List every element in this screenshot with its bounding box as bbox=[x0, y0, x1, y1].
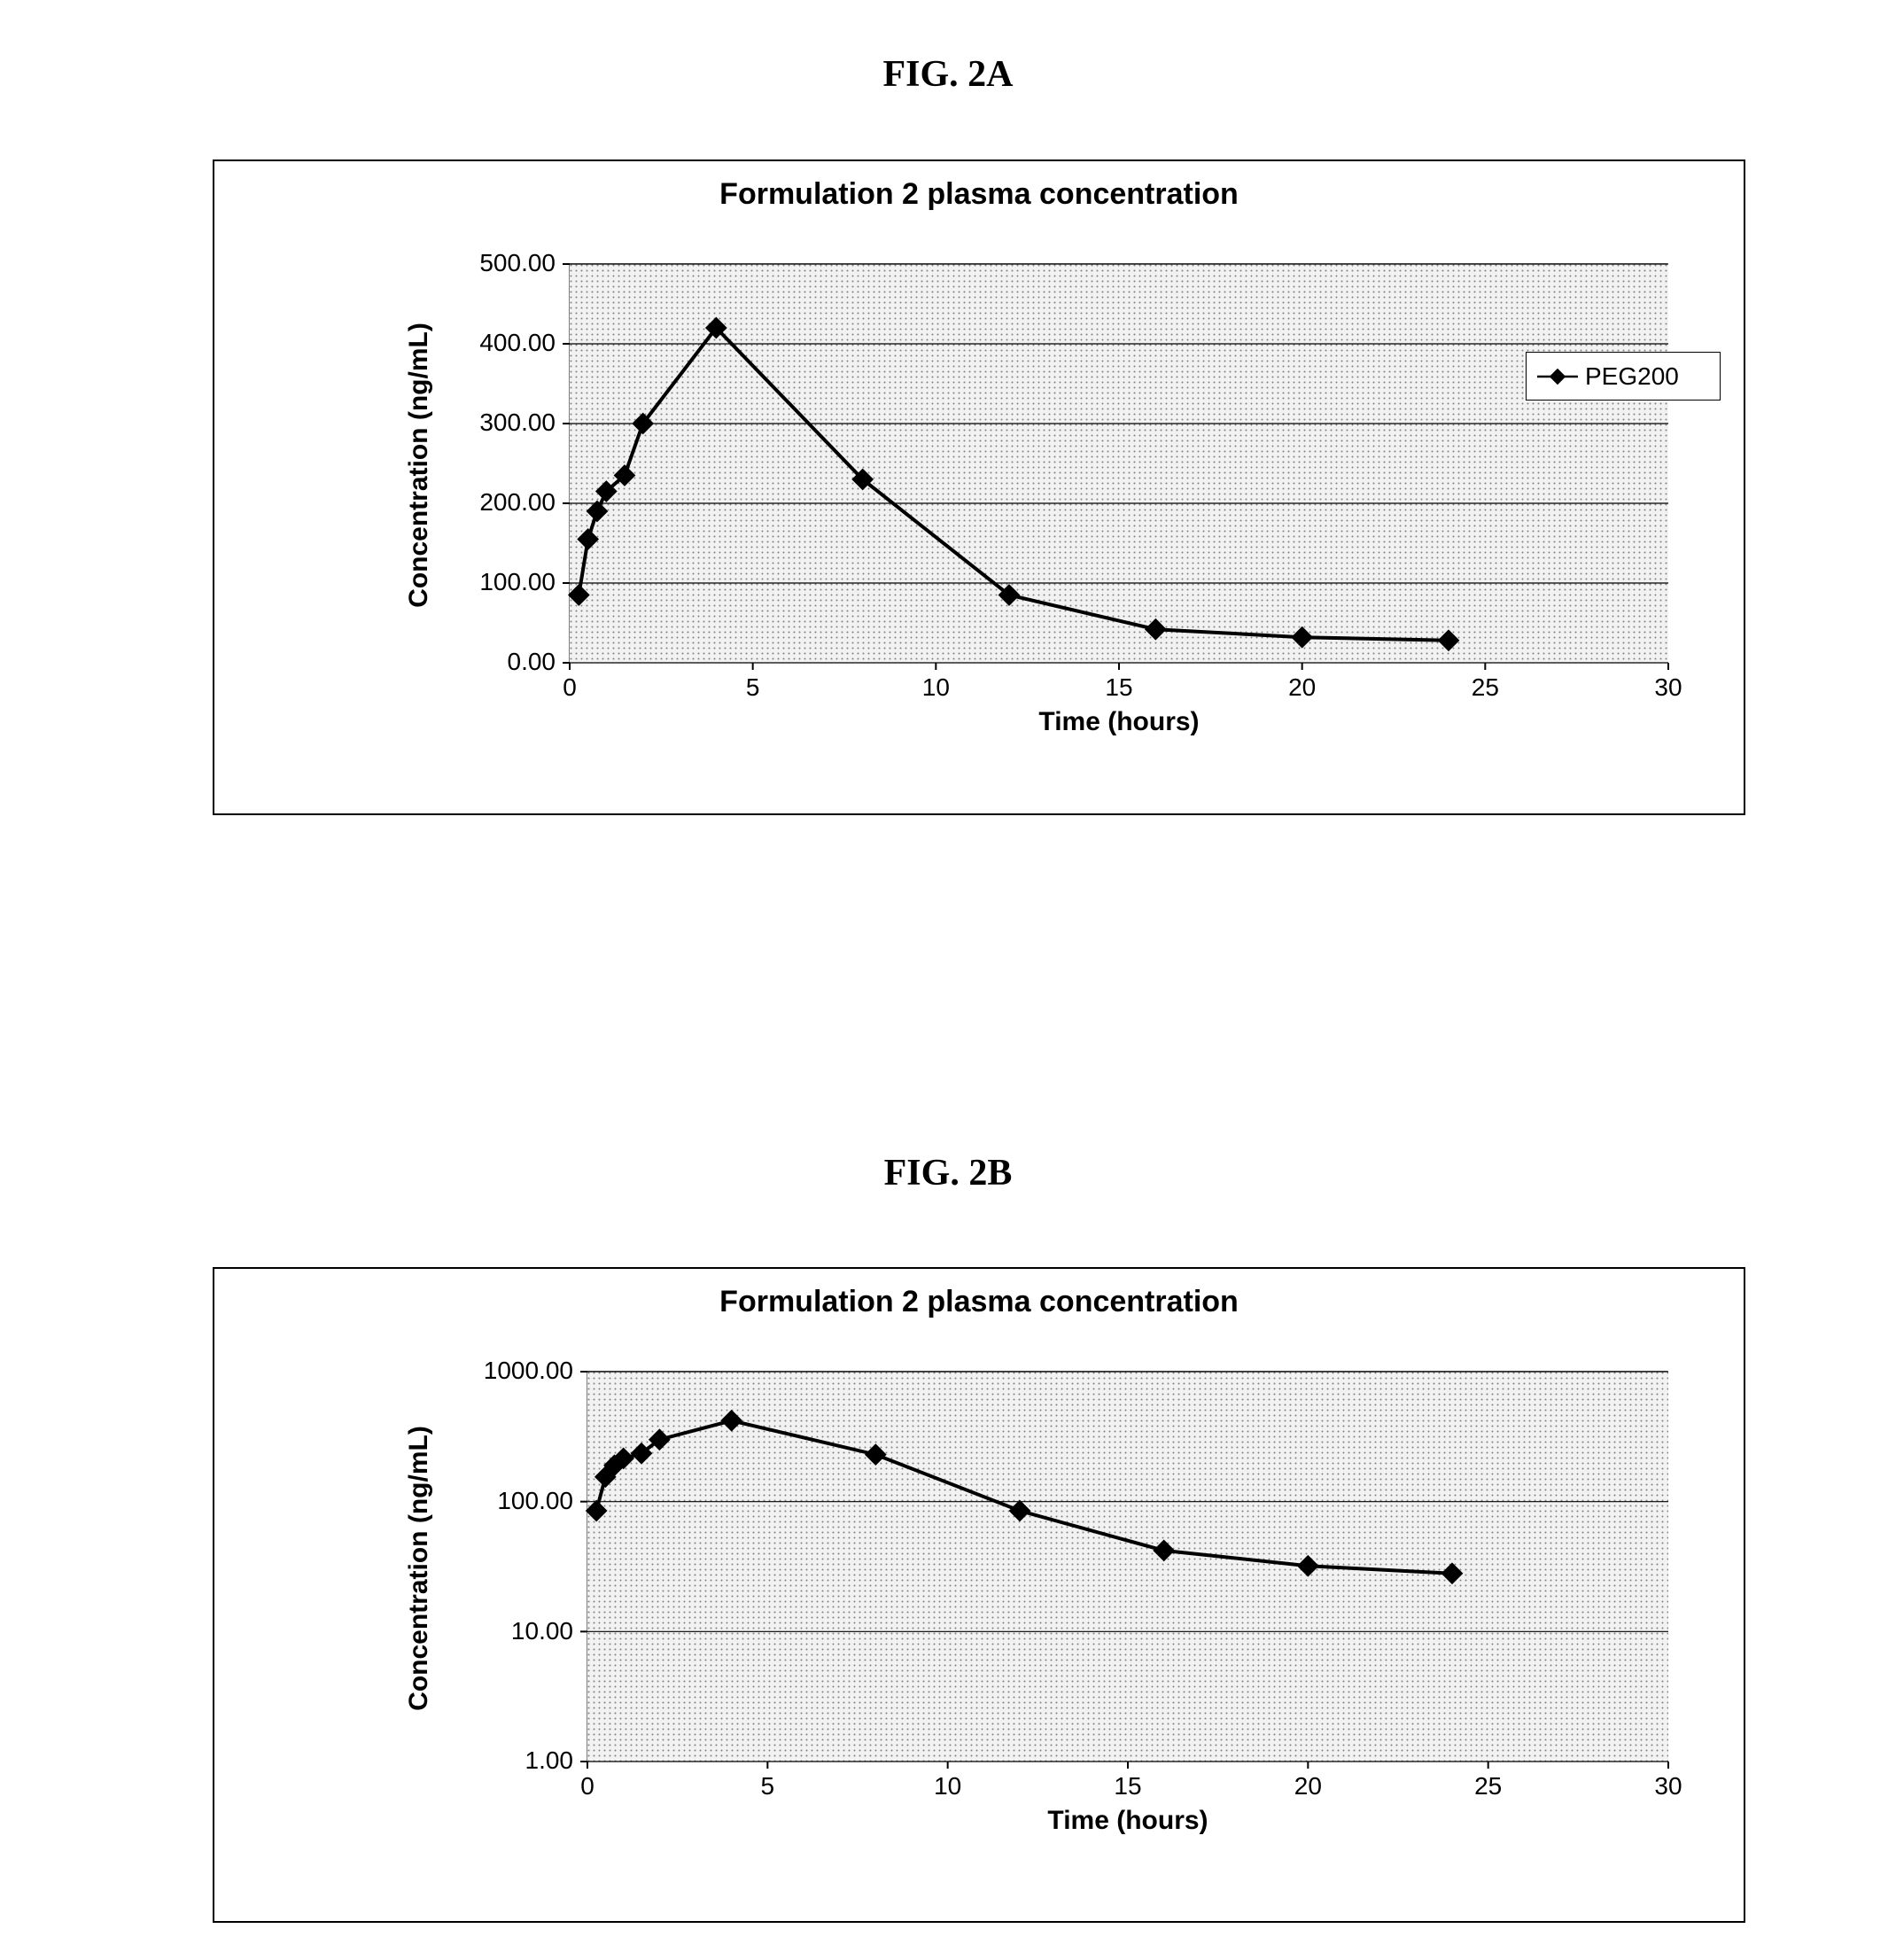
figure-label-2a: FIG. 2A bbox=[0, 53, 1896, 96]
chartB-xtick: 30 bbox=[1642, 1772, 1695, 1801]
chartB-ytick: 100.00 bbox=[449, 1487, 573, 1515]
chartB-legend-label: PEG200 bbox=[1585, 362, 1679, 391]
chartB-legend: PEG200 bbox=[1526, 352, 1721, 401]
chartB-xtick: 15 bbox=[1101, 1772, 1154, 1801]
chartA-ytick: 100.00 bbox=[431, 568, 556, 596]
chartB-ytick: 1000.00 bbox=[449, 1357, 573, 1385]
chartA-xtick: 30 bbox=[1642, 673, 1695, 702]
chartB-xtick: 25 bbox=[1462, 1772, 1515, 1801]
chartB-title: Formulation 2 plasma concentration bbox=[214, 1285, 1744, 1319]
chartA-xtick: 0 bbox=[543, 673, 596, 702]
chartA-ytick: 400.00 bbox=[431, 329, 556, 357]
chartB-plot-area: 1.0010.00100.001000.00051015202530Concen… bbox=[587, 1371, 1667, 1761]
chartB-ytick: 10.00 bbox=[449, 1617, 573, 1645]
chartB-xtick: 20 bbox=[1281, 1772, 1334, 1801]
chartB-xtick: 5 bbox=[741, 1772, 794, 1801]
chartA-xtick: 25 bbox=[1458, 673, 1511, 702]
chartB-ylabel: Concentration (ng/mL) bbox=[404, 1391, 434, 1746]
chartA-ytick: 300.00 bbox=[431, 408, 556, 437]
chartB-xtick: 10 bbox=[921, 1772, 975, 1801]
chartA-xtick: 15 bbox=[1092, 673, 1146, 702]
chartA-xlabel: Time (hours) bbox=[570, 707, 1668, 737]
chartA-ytick: 500.00 bbox=[431, 249, 556, 277]
figure-label-2b: FIG. 2B bbox=[0, 1152, 1896, 1194]
chartA-ylabel: Concentration (ng/mL) bbox=[404, 288, 434, 642]
chartB-xlabel: Time (hours) bbox=[587, 1806, 1668, 1836]
chartB-ytick: 1.00 bbox=[449, 1746, 573, 1775]
chartA-ytick: 0.00 bbox=[431, 648, 556, 676]
chart-b-frame: Formulation 2 plasma concentration1.0010… bbox=[213, 1267, 1745, 1923]
chartA-ytick: 200.00 bbox=[431, 488, 556, 517]
chart-a-frame: Formulation 2 plasma concentration0.0010… bbox=[213, 159, 1745, 815]
chartA-xtick: 5 bbox=[727, 673, 780, 702]
chartA-title: Formulation 2 plasma concentration bbox=[214, 177, 1744, 212]
chartB-xtick: 0 bbox=[561, 1772, 614, 1801]
chartA-xtick: 20 bbox=[1276, 673, 1329, 702]
chartA-xtick: 10 bbox=[909, 673, 962, 702]
chartB-legend-swatch bbox=[1535, 368, 1580, 385]
chartA-plot-area: 0.00100.00200.00300.00400.00500.00051015… bbox=[569, 263, 1667, 662]
